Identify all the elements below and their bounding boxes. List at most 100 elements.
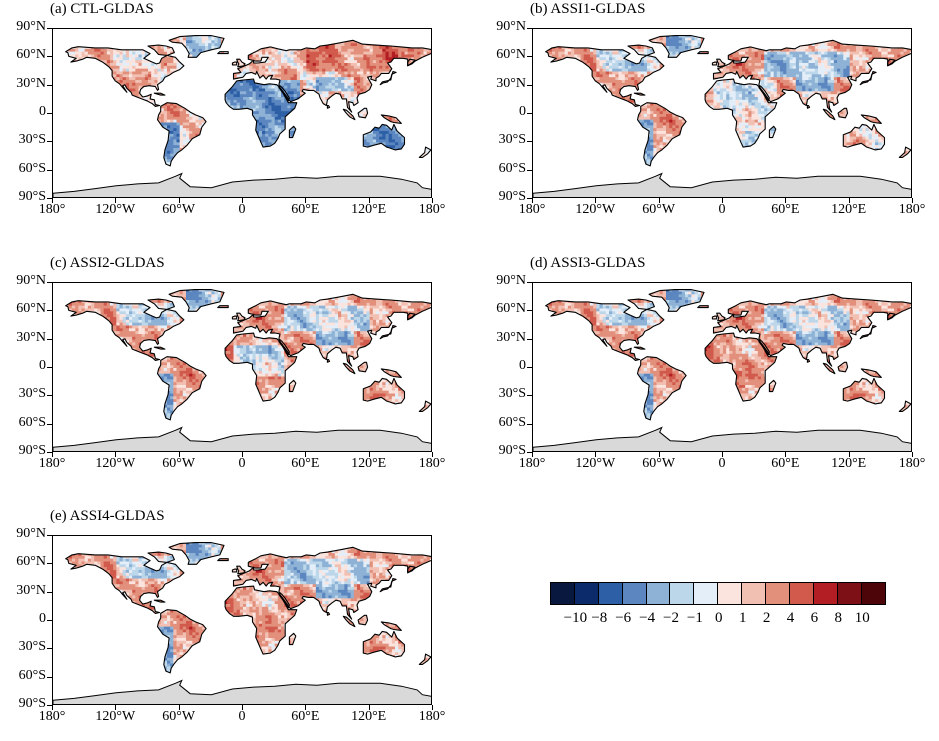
coastline-nz [898,400,911,412]
lat-tick-label: 90°S [0,443,46,459]
lon-tick-label: 60°W [642,202,675,218]
lon-tick-label: 120°E [351,202,386,218]
coastline-eurasia [232,293,431,367]
panel-title: (b) ASSI1-GLDAS [530,1,645,18]
lon-tick-mark [115,452,117,457]
bias-field [545,35,911,166]
colorbar-swatch [837,583,862,604]
lon-tick-mark [115,705,117,710]
lon-tick-label: 180° [39,202,66,218]
lat-tick-mark [47,591,52,593]
coastline-madagascar [768,379,777,393]
coastline-namerica [65,300,185,361]
coastline-africa [224,585,298,655]
lon-tick-label: 120°W [95,456,135,472]
coastline-japan [379,70,397,86]
coastline-madagascar [768,125,777,139]
antarctica-landmass [533,426,911,451]
coastline-britain [236,565,246,575]
coastline-sumatra [822,108,836,121]
lat-tick-mark [47,141,52,143]
lat-tick-mark [47,367,52,368]
coastline-iceland [697,305,709,309]
lat-tick-label: 60°N [0,554,46,570]
coastline-samerica [636,102,687,167]
lat-tick-mark [527,367,532,368]
lat-tick-label: 60°S [0,415,46,431]
lat-tick-mark [47,282,52,283]
world-map [533,35,911,197]
coastline-sumatra [342,108,356,121]
lon-tick-mark [595,452,597,457]
coastline-cuba [153,346,166,350]
lat-tick-label: 30°S [478,386,526,402]
coastline-ireland [231,315,238,320]
lon-tick-label: 0 [239,456,246,472]
colorbar-swatch [646,583,671,604]
colorbar-swatch [694,583,719,604]
coastline-newguinea [380,114,402,124]
lon-tick-mark [368,705,370,710]
coastline-africa [224,332,298,402]
lon-tick-label: 120°E [831,202,866,218]
lon-tick-mark [52,705,53,710]
lat-tick-label: 30°S [0,386,46,402]
lat-tick-mark [527,28,532,29]
coastline-newguinea [380,368,402,378]
coastline-japan [379,324,397,340]
lat-tick-mark [527,56,532,58]
lon-tick-mark [658,452,660,457]
lat-tick-mark [527,282,532,283]
coastline-nz [418,146,431,158]
world-map [53,542,431,704]
bias-field [545,289,911,420]
lat-tick-label: 60°S [478,161,526,177]
lon-tick-mark [848,452,850,457]
lon-tick-mark [242,705,243,710]
lat-tick-mark [47,169,52,171]
colorbar-swatch [861,583,886,604]
coastline-cuba [153,92,166,96]
lat-tick-label: 60°S [0,161,46,177]
coastline-greenland [168,542,225,565]
coastline-namerica [65,46,185,107]
lon-tick-mark [532,452,533,457]
lat-tick-mark [47,705,52,706]
colorbar-tick-label: 10 [855,610,870,627]
coastline-baffin [147,551,175,563]
lon-tick-label: 180° [39,456,66,472]
colorbar: −10 −8 −6 −4 −2 −1 0 1 2 4 6 8 10 [550,582,887,626]
lat-tick-label: 0 [478,358,526,374]
bias-field [65,35,431,166]
lat-tick-mark [47,113,52,114]
coastline-baffin [147,298,175,310]
lon-tick-label: 120°W [575,202,615,218]
colorbar-tick-label: −6 [615,610,631,627]
lon-tick-label: 180° [419,709,446,725]
lat-tick-label: 90°N [0,19,46,35]
lon-tick-label: 120°W [95,709,135,725]
lat-tick-label: 0 [0,358,46,374]
lat-tick-mark [527,169,532,171]
coastline-baffin [147,44,175,56]
lat-tick-mark [527,198,532,199]
lon-tick-mark [178,452,180,457]
coastline-japan [379,577,397,593]
colorbar-tick-label: −4 [639,610,655,627]
lon-tick-label: 120°E [351,709,386,725]
coastline-madagascar [288,379,297,393]
coastline-eurasia [712,293,911,367]
coastline-samerica [156,609,207,674]
coastline-borneo [357,614,369,626]
lon-tick-label: 180° [899,202,926,218]
coastline-iceland [697,51,709,55]
coastline-arabia_gap [758,85,770,102]
lat-tick-label: 90°S [478,189,526,205]
coastline-ireland [711,315,718,320]
coastline-australia [362,630,406,658]
colorbar-swatch [622,583,647,604]
coastline-australia [842,123,886,151]
world-map [53,35,431,197]
coastline-britain [236,312,246,322]
coastline-borneo [837,107,849,119]
